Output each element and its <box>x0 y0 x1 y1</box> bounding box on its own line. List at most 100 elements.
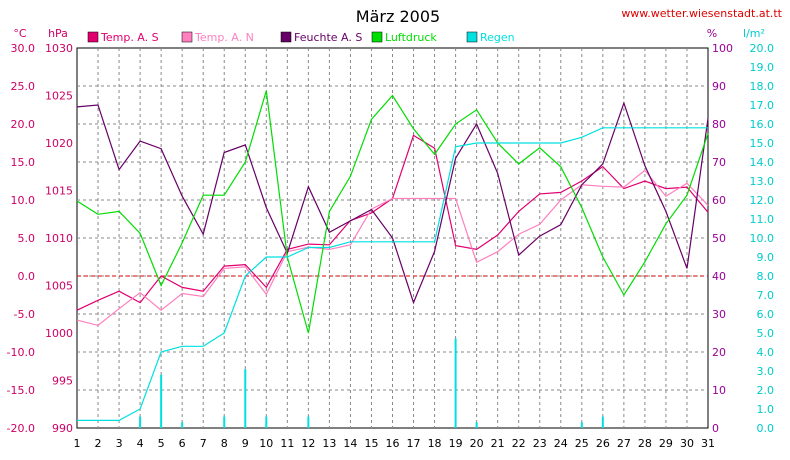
humidity-tick-label: 100 <box>712 42 733 55</box>
x-axis-ticks: 1 2 3 4 5 6 7 8 9 10 11 12 13 14 15 16 17 18 19 20 21 22 23 24 2… <box>74 437 716 450</box>
temp-tick-label: -10.0 <box>7 346 35 359</box>
rain-tick-label: 16.0 <box>750 118 775 131</box>
rain-tick-label: 9.0 <box>757 251 775 264</box>
x-tick-label: 5 <box>158 437 165 450</box>
temp-tick-label: 20.0 <box>11 118 36 131</box>
series-line-2 <box>76 101 709 305</box>
x-tick-label: 9 <box>242 437 249 450</box>
rain-tick-label: 10.0 <box>750 232 775 245</box>
x-tick-label: 13 <box>322 437 336 450</box>
x-tick-label: 29 <box>659 437 673 450</box>
rain-unit: l/m² <box>743 27 765 40</box>
pressure-tick-label: 1005 <box>45 280 73 293</box>
pressure-unit: hPa <box>48 27 68 40</box>
rain-tick-label: 14.0 <box>750 156 775 169</box>
rain-tick-label: 0.0 <box>757 422 775 435</box>
series-line-4 <box>77 127 708 421</box>
humidity-tick-label: 90 <box>712 80 726 93</box>
grid <box>76 47 709 429</box>
rain-tick-label: 4.0 <box>757 346 775 359</box>
rain-bars <box>139 338 604 428</box>
legend-label: Temp. A. S <box>100 31 159 44</box>
legend-swatch <box>280 31 292 43</box>
temp-tick-label: 5.0 <box>18 232 36 245</box>
rain-tick-label: 5.0 <box>757 327 775 340</box>
x-tick-label: 18 <box>428 437 442 450</box>
pressure-tick-label: 1025 <box>45 90 73 103</box>
series-line-1 <box>76 169 709 327</box>
x-tick-label: 16 <box>386 437 400 450</box>
humidity-unit: % <box>707 27 717 40</box>
humidity-tick-label: 60 <box>712 194 726 207</box>
pressure-tick-label: 1020 <box>45 137 73 150</box>
x-tick-label: 3 <box>116 437 123 450</box>
series-line-3 <box>76 90 709 334</box>
x-tick-label: 6 <box>179 437 186 450</box>
x-tick-label: 1 <box>74 437 81 450</box>
x-tick-label: 27 <box>617 437 631 450</box>
temp-tick-label: 0.0 <box>18 270 36 283</box>
x-tick-label: 14 <box>343 437 357 450</box>
rain-tick-label: 19.0 <box>750 61 775 74</box>
pressure-tick-label: 1000 <box>45 327 73 340</box>
pressure-tick-label: 1015 <box>45 185 73 198</box>
x-tick-label: 15 <box>364 437 378 450</box>
chart-title: März 2005 <box>356 7 440 26</box>
x-tick-label: 28 <box>638 437 652 450</box>
temp-tick-label: -5.0 <box>14 308 35 321</box>
temp-tick-label: -15.0 <box>7 384 35 397</box>
legend-swatch <box>466 31 478 43</box>
humidity-tick-label: 20 <box>712 346 726 359</box>
rain-tick-label: 12.0 <box>750 194 775 207</box>
rain-tick-label: 3.0 <box>757 365 775 378</box>
rain-tick-label: 11.0 <box>750 213 775 226</box>
temp-tick-label: -20.0 <box>7 422 35 435</box>
x-tick-label: 12 <box>301 437 315 450</box>
x-tick-label: 24 <box>554 437 568 450</box>
x-tick-label: 26 <box>596 437 610 450</box>
x-tick-label: 10 <box>259 437 273 450</box>
temp-tick-label: 10.0 <box>11 194 36 207</box>
rain-tick-label: 6.0 <box>757 308 775 321</box>
pressure-tick-label: 995 <box>52 375 73 388</box>
rain-tick-label: 1.0 <box>757 403 775 416</box>
legend-label: Luftdruck <box>385 31 437 44</box>
rain-tick-label: 2.0 <box>757 384 775 397</box>
x-tick-label: 19 <box>449 437 463 450</box>
legend-swatch <box>181 31 193 43</box>
rain-tick-label: 20.0 <box>750 42 775 55</box>
humidity-tick-label: 30 <box>712 308 726 321</box>
legend-swatch <box>87 31 99 43</box>
rain-tick-label: 15.0 <box>750 137 775 150</box>
x-tick-label: 2 <box>95 437 102 450</box>
legend-swatch <box>371 31 383 43</box>
humidity-tick-label: 40 <box>712 270 726 283</box>
humidity-tick-label: 70 <box>712 156 726 169</box>
legend-label: Temp. A. N <box>194 31 254 44</box>
rain-tick-label: 8.0 <box>757 270 775 283</box>
pressure-tick-label: 1010 <box>45 232 73 245</box>
humidity-tick-label: 50 <box>712 232 726 245</box>
pressure-tick-label: 990 <box>52 422 73 435</box>
x-tick-label: 21 <box>491 437 505 450</box>
rain-tick-label: 18.0 <box>750 80 775 93</box>
x-tick-label: 30 <box>680 437 694 450</box>
x-tick-label: 8 <box>221 437 228 450</box>
x-tick-label: 23 <box>533 437 547 450</box>
x-tick-label: 22 <box>512 437 526 450</box>
x-tick-label: 7 <box>200 437 207 450</box>
pressure-tick-label: 1030 <box>45 42 73 55</box>
x-tick-label: 4 <box>137 437 144 450</box>
series-lines <box>76 90 709 421</box>
legend: Temp. A. S Temp. A. N Feuchte A. S Luftdruc… <box>87 31 515 44</box>
legend-label: Feuchte A. S <box>294 31 362 44</box>
source-url[interactable]: www.wetter.wiesenstadt.at.tt <box>621 7 782 20</box>
rain-tick-label: 13.0 <box>750 175 775 188</box>
rain-tick-label: 7.0 <box>757 289 775 302</box>
temp-tick-label: 30.0 <box>11 42 36 55</box>
x-tick-label: 17 <box>407 437 421 450</box>
temp-unit: °C <box>13 27 27 40</box>
rain-tick-label: 17.0 <box>750 99 775 112</box>
temp-tick-label: 25.0 <box>11 80 36 93</box>
